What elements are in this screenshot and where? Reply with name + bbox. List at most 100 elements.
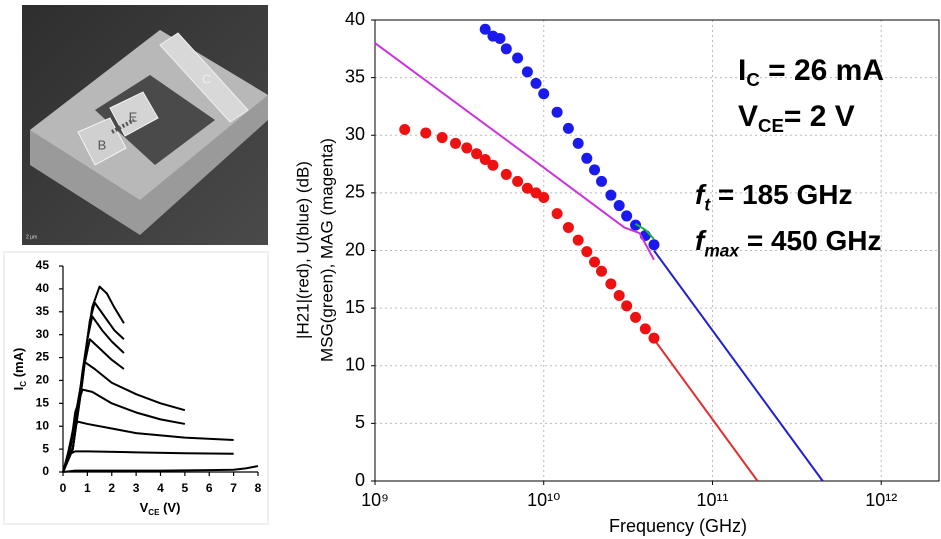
y-tick-label: 10 [36, 418, 50, 432]
y-tick-label: 15 [36, 396, 50, 410]
y-axis-label: IC (mA) [11, 348, 28, 391]
y-tick-label: 0 [42, 464, 49, 478]
data-point [512, 52, 524, 64]
y-tick-label: 20 [345, 239, 365, 259]
data-point [581, 246, 593, 258]
data-point [494, 32, 506, 44]
series-line [62, 285, 125, 473]
x-axis-label-part: CE [148, 508, 160, 517]
y-tick-label: 30 [36, 327, 50, 341]
annotation-part: max [704, 240, 740, 260]
y-axis-label-part: I [11, 387, 26, 391]
sem-label: E [129, 109, 138, 124]
data-point [420, 127, 432, 139]
annotation: fmax = 450 GHz [695, 225, 881, 260]
y-tick-label: 15 [345, 297, 365, 317]
annotation-part: = 185 GHz [710, 179, 852, 210]
data-point [521, 66, 533, 78]
data-point [399, 123, 411, 135]
annotation-part: t [704, 194, 711, 214]
x-axis-label: VCE (V) [140, 500, 181, 517]
data-point [581, 152, 593, 164]
data-point [630, 311, 642, 323]
y-tick-label: 35 [36, 304, 50, 318]
x-tick-label: 10¹⁰ [527, 490, 560, 510]
x-tick-label: 7 [230, 481, 237, 495]
y-tick-label: 0 [355, 470, 365, 490]
x-tick-label: 4 [157, 481, 164, 495]
data-point [621, 210, 633, 222]
series-line [635, 223, 655, 240]
x-tick-label: 3 [133, 481, 140, 495]
x-tick-label: 8 [255, 481, 262, 495]
x-tick-label: 6 [206, 481, 213, 495]
y-tick-label: 25 [345, 182, 365, 202]
y-tick-label: 45 [36, 258, 50, 272]
y-tick-label: 20 [36, 373, 50, 387]
plot-frame [374, 19, 940, 482]
annotation: IC = 26 mA [738, 54, 884, 90]
series-line [62, 361, 186, 473]
x-tick-label: 10⁹ [361, 490, 389, 510]
y-axis-label: |H21|(red), U(blue) (dB) [293, 161, 312, 339]
y-tick-label: 40 [36, 281, 50, 295]
y-tick-label: 10 [345, 355, 365, 375]
x-tick-label: 10¹¹ [696, 490, 728, 510]
y-axis-label-part: (mA) [11, 348, 26, 381]
data-point [562, 221, 574, 233]
data-point [487, 159, 499, 171]
series-line [62, 450, 234, 473]
data-point [605, 278, 617, 290]
data-point [613, 200, 625, 212]
data-point [621, 300, 633, 312]
y-tick-label: 25 [36, 350, 50, 364]
data-point [538, 88, 550, 100]
x-axis-label-part: (V) [159, 500, 180, 515]
x-tick-label: 0 [60, 481, 67, 495]
data-point [639, 323, 651, 335]
sem-scale-label: 2 µm [26, 234, 37, 240]
data-point [589, 164, 601, 176]
series-line [62, 465, 259, 473]
sem-pad-c [159, 32, 249, 123]
annotation: VCE= 2 V [738, 100, 855, 136]
data-point [461, 142, 473, 154]
data-point [530, 77, 542, 89]
data-point [648, 332, 660, 344]
data-point [605, 189, 617, 201]
annotation: ft = 185 GHz [695, 179, 853, 214]
annotation-part: V [738, 100, 758, 133]
data-point [500, 43, 512, 55]
small-chart-frame [3, 251, 269, 525]
series-line [653, 249, 824, 482]
y-tick-label: 5 [42, 441, 49, 455]
data-point [436, 132, 448, 144]
data-point [500, 168, 512, 180]
data-point [613, 289, 625, 301]
series-line [374, 42, 655, 261]
series-line [653, 338, 759, 482]
x-axis-label: Frequency (GHz) [609, 516, 747, 536]
x-tick-label: 2 [108, 481, 115, 495]
annotation-part: f [695, 179, 707, 210]
annotation-part: = 26 mA [760, 54, 884, 87]
y-tick-label: 40 [345, 9, 365, 29]
sem-fingers [111, 118, 135, 134]
x-tick-label: 5 [182, 481, 189, 495]
annotation-part: I [738, 54, 746, 87]
x-tick-label: 10¹² [865, 490, 897, 510]
sem-pad-b [77, 117, 127, 166]
y-tick-label: 30 [345, 124, 365, 144]
data-point [450, 137, 462, 149]
annotation-part: = 450 GHz [739, 225, 881, 256]
data-point [551, 208, 563, 220]
series-line [62, 420, 234, 473]
data-point [596, 265, 608, 277]
y-tick-label: 35 [345, 66, 365, 86]
y-tick-label: 5 [355, 412, 365, 432]
data-point [479, 23, 491, 35]
sem-label: B [98, 137, 107, 152]
annotation-part: CE [758, 115, 784, 136]
x-axis-label-part: V [140, 500, 149, 515]
data-point [512, 175, 524, 187]
